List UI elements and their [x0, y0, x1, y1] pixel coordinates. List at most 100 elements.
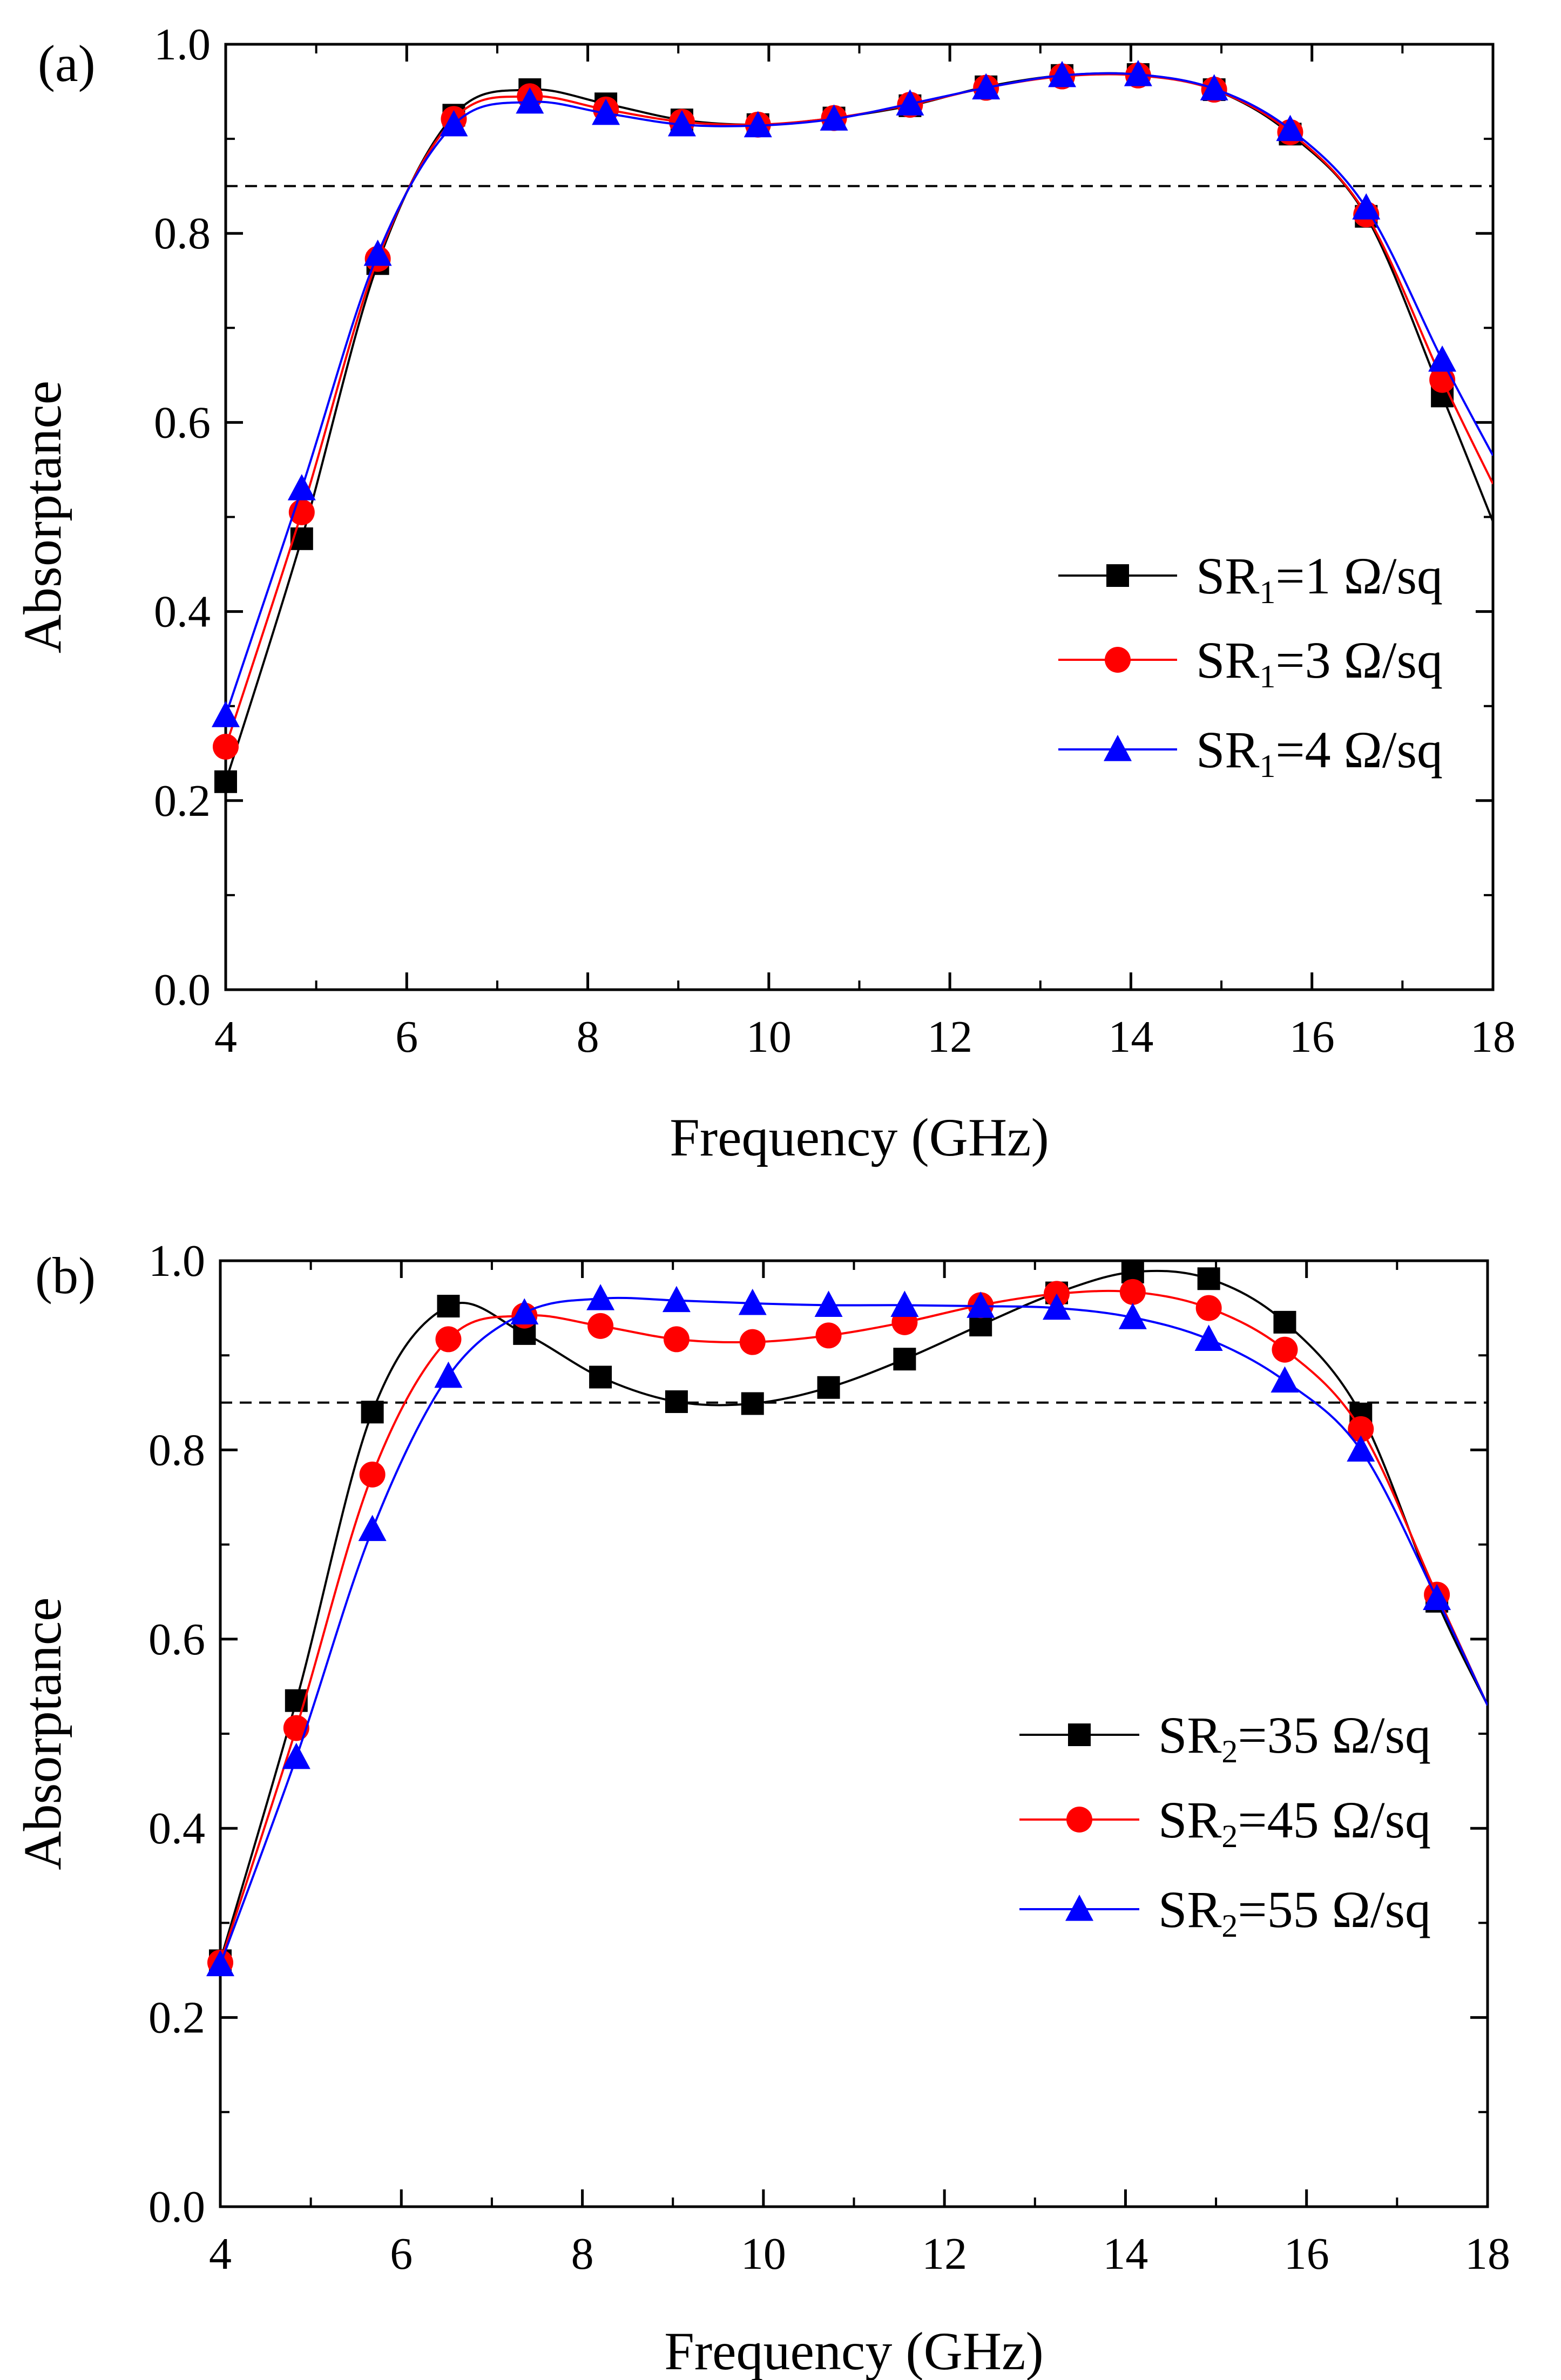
data-point-triangle [1124, 60, 1152, 86]
y-tick-label: 0.0 [154, 965, 211, 1015]
legend-marker-square [1068, 1723, 1091, 1746]
legend-label-value: =35 Ω/sq [1238, 1706, 1431, 1764]
data-point-square [214, 770, 237, 793]
x-tick-label: 6 [395, 1012, 418, 1062]
data-point-triangle [358, 1514, 387, 1541]
legend-label: SR1=3 Ω/sq [1196, 631, 1443, 694]
series-line-3 [226, 72, 1493, 716]
chart-panel-a: 4 6 8 10 12 14 16 18 0.0 0.2 0.4 0.6 0.8 1.0 Frequency… [12, 19, 1516, 1167]
legend-label: SR1=1 Ω/sq [1196, 547, 1443, 610]
y-tick-label: 0.2 [154, 776, 211, 826]
data-point-triangle [1347, 1435, 1375, 1462]
data-point-square [437, 1295, 460, 1318]
x-tick-label: 12 [927, 1012, 972, 1062]
legend-label-value: =55 Ω/sq [1238, 1881, 1431, 1938]
data-point-triangle [1043, 1293, 1071, 1320]
data-point-circle [1195, 1295, 1222, 1321]
x-tick-label: 10 [741, 2229, 786, 2279]
data-point-circle [663, 1326, 690, 1353]
data-point-triangle [667, 110, 696, 137]
data-point-triangle [1352, 193, 1381, 220]
legend-label-value: =45 Ω/sq [1238, 1791, 1431, 1849]
data-point-triangle [1423, 1584, 1451, 1611]
legend-label: SR2=45 Ω/sq [1158, 1791, 1431, 1854]
data-point-circle [435, 1326, 462, 1353]
data-point-triangle [434, 1361, 463, 1388]
y-tick-label: 0.6 [154, 397, 211, 448]
data-point-triangle [814, 1290, 843, 1317]
legend-marker-circle [1066, 1807, 1092, 1833]
series-line-1 [220, 1269, 1488, 1962]
x-axis-title: Frequency (GHz) [664, 2321, 1044, 2380]
data-point-square [893, 1348, 916, 1371]
y-axis-title: Absorptance [12, 381, 72, 653]
data-point-circle [739, 1329, 766, 1355]
x-tick-label: 18 [1470, 1012, 1516, 1062]
legend-label-main: SR [1196, 721, 1259, 779]
data-point-triangle [738, 1288, 767, 1315]
legend-label-main: SR [1196, 631, 1259, 689]
data-point-triangle [206, 1950, 234, 1977]
y-tick-label: 0.6 [148, 1614, 205, 1665]
x-tick-label: 8 [571, 2229, 594, 2279]
legend-label-subscript: 2 [1221, 1734, 1238, 1769]
data-point-square [817, 1376, 840, 1399]
legend-label-main: SR [1158, 1706, 1221, 1764]
y-tick-label: 1.0 [154, 19, 211, 70]
data-point-triangle [1276, 114, 1305, 141]
data-point-triangle [1271, 1366, 1299, 1393]
y-tick-label: 0.8 [154, 208, 211, 259]
x-tick-label: 4 [209, 2229, 232, 2279]
data-point-triangle [592, 98, 620, 125]
data-point-triangle [282, 1742, 310, 1769]
x-tick-label: 14 [1103, 2229, 1148, 2279]
data-point-circle [815, 1322, 842, 1349]
x-tick-label: 14 [1108, 1012, 1153, 1062]
legend-label-subscript: 1 [1259, 659, 1275, 694]
data-point-triangle [287, 474, 316, 501]
x-tick-label: 18 [1465, 2229, 1510, 2279]
legend-label-main: SR [1196, 547, 1259, 605]
data-point-triangle [212, 701, 240, 727]
legend-label-value: =4 Ω/sq [1275, 721, 1443, 779]
series-line-3 [220, 1296, 1488, 1965]
data-point-triangle [1048, 60, 1077, 87]
legend-label-subscript: 2 [1221, 1818, 1238, 1854]
y-tick-label: 0.8 [148, 1425, 205, 1475]
y-axis-title: Absorptance [12, 1597, 72, 1870]
legend-label-value: =1 Ω/sq [1275, 547, 1443, 605]
chart-panel-b: 4 6 8 10 12 14 16 18 0.0 0.2 0.4 0.6 0.8 1.0 Frequency… [12, 1236, 1510, 2380]
legend-label-main: SR [1158, 1791, 1221, 1849]
y-tick-label: 0.2 [148, 1993, 205, 2043]
data-point-circle [1119, 1279, 1146, 1305]
panel-label: (b) [35, 1247, 96, 1304]
data-point-triangle [744, 111, 772, 138]
data-point-triangle [1200, 74, 1228, 100]
data-point-triangle [1118, 1303, 1147, 1329]
data-point-triangle [510, 1298, 539, 1324]
y-tick-label: 0.4 [148, 1803, 205, 1854]
data-point-triangle [1194, 1324, 1223, 1351]
x-tick-label: 6 [390, 2229, 413, 2279]
legend-label-value: =3 Ω/sq [1275, 631, 1443, 689]
x-tick-label: 16 [1289, 1012, 1335, 1062]
legend-label: SR2=55 Ω/sq [1158, 1881, 1431, 1944]
y-tick-label: 1.0 [148, 1236, 205, 1286]
data-point-circle [1348, 1416, 1374, 1442]
data-point-triangle [1428, 345, 1457, 372]
data-point-square [361, 1401, 384, 1424]
data-point-square [589, 1365, 612, 1389]
data-point-triangle [820, 104, 848, 131]
y-tick-label: 0.0 [148, 2182, 205, 2232]
legend-label-subscript: 1 [1259, 574, 1275, 610]
data-point-triangle [967, 1292, 995, 1318]
x-tick-label: 8 [577, 1012, 599, 1062]
data-point-square [741, 1392, 764, 1415]
y-tick-label: 0.4 [154, 587, 211, 637]
legend-marker-triangle [1104, 735, 1132, 761]
legend-marker-square [1106, 564, 1129, 587]
x-axis-title: Frequency (GHz) [670, 1107, 1049, 1167]
data-point-circle [359, 1461, 386, 1488]
data-point-circle [213, 733, 239, 760]
